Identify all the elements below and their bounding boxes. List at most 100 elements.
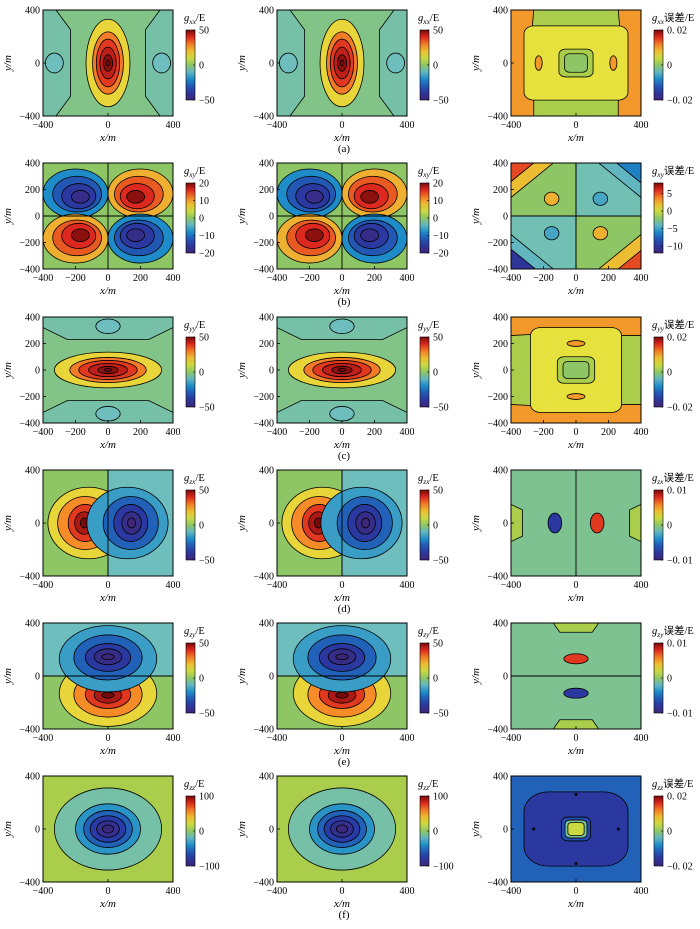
panel-title: gzz/E <box>418 779 438 792</box>
x-tick-label: 400 <box>634 580 649 591</box>
x-tick-label: 0 <box>574 427 579 438</box>
y-tick-label: −200 <box>19 392 40 403</box>
x-tick-label: −200 <box>65 273 86 284</box>
y-tick-label: 0 <box>503 59 508 70</box>
y-tick-label: −400 <box>19 265 40 276</box>
x-tick-label: −400 <box>501 427 522 438</box>
x-tick-label: 400 <box>634 427 649 438</box>
y-axis-label: y/m <box>470 55 482 72</box>
contour-field <box>277 10 407 116</box>
y-axis-label: y/m <box>2 55 14 72</box>
x-axis-label: x/m <box>333 132 350 144</box>
y-tick-label: 0 <box>503 519 508 530</box>
y-axis-label: y/m <box>470 668 482 685</box>
contour-field <box>511 10 641 116</box>
y-axis-label: y/m <box>470 362 482 379</box>
contour-panel-0-2: −400 0 400 400 0 −400 x/m y/m gxx误差/E0. 02 0 −0. 0… <box>470 6 694 145</box>
colorbar-tick-label: −20 <box>199 249 215 260</box>
colorbar-tick-label: 50 <box>199 333 209 344</box>
y-tick-label: −400 <box>19 112 40 123</box>
y-tick-label: 0 <box>35 59 40 70</box>
y-tick-label: −400 <box>253 878 274 889</box>
y-tick-label: −400 <box>253 112 274 123</box>
colorbar-tick-label: −50 <box>433 403 449 414</box>
x-axis-label: x/m <box>333 285 350 297</box>
contour-field <box>277 623 407 729</box>
x-tick-label: −400 <box>33 886 54 897</box>
y-axis-label: y/m <box>236 208 248 225</box>
colorbar-tick-label: 0. 01 <box>667 486 687 497</box>
colorbar-tick-label: −100 <box>199 862 220 873</box>
y-axis-label: y/m <box>470 515 482 532</box>
colorbar-tick-label: −0. 02 <box>667 96 693 107</box>
y-tick-label: 400 <box>493 159 508 170</box>
y-tick-label: 400 <box>493 466 508 477</box>
y-tick-label: 0 <box>503 366 508 377</box>
panel-title: gxy/E <box>184 166 205 179</box>
colorbar-tick-label: 0 <box>433 827 438 838</box>
x-tick-label: −400 <box>267 120 288 131</box>
contour-panel-0-0: −400 0 400 400 0 −400 x/m y/m gxx/E50 0 −50 <box>2 6 215 145</box>
x-axis-label: x/m <box>333 439 350 451</box>
x-tick-label: 0 <box>106 427 111 438</box>
panel-title: gxy/E <box>418 166 439 179</box>
x-axis-label: x/m <box>567 285 584 297</box>
y-tick-label: −400 <box>19 725 40 736</box>
x-tick-label: 400 <box>166 580 181 591</box>
x-tick-label: 400 <box>634 886 649 897</box>
colorbar-tick-label: 0 <box>667 368 672 379</box>
row-caption: (e) <box>338 756 351 768</box>
x-tick-label: 400 <box>634 733 649 744</box>
x-axis-label: x/m <box>99 898 116 910</box>
x-tick-label: 0 <box>574 273 579 284</box>
y-tick-label: 0 <box>503 825 508 836</box>
x-axis-label: x/m <box>567 592 584 604</box>
panel-title: gzx/E <box>184 473 205 486</box>
y-tick-label: 0 <box>269 672 274 683</box>
contour-field <box>277 776 407 882</box>
colorbar-tick-label: −10 <box>433 231 449 242</box>
colorbar-tick-label: 0. 02 <box>667 26 687 37</box>
colorbar-tick-label: −100 <box>433 862 454 873</box>
x-tick-label: −400 <box>33 120 54 131</box>
panel-title: gzz误差/E <box>652 777 693 792</box>
colorbar-tick-label: 10 <box>433 196 443 207</box>
y-tick-label: −400 <box>19 572 40 583</box>
y-tick-label: 0 <box>35 825 40 836</box>
y-tick-label: −400 <box>487 265 508 276</box>
colorbar-tick-label: 0 <box>199 674 204 685</box>
contour-panel-4-2: −400 0 400 400 0 −400 x/m y/m gzy误差/E0. 01 0 −0. 0… <box>470 619 694 758</box>
colorbar <box>653 182 664 254</box>
x-tick-label: −400 <box>33 427 54 438</box>
y-tick-label: 400 <box>493 6 508 17</box>
colorbar-tick-label: −50 <box>433 556 449 567</box>
y-tick-label: −400 <box>487 572 508 583</box>
x-tick-label: −400 <box>267 427 288 438</box>
y-axis-label: y/m <box>470 821 482 838</box>
y-tick-label: 0 <box>35 212 40 223</box>
y-tick-label: −400 <box>487 112 508 123</box>
y-tick-label: 200 <box>25 185 40 196</box>
contour-field <box>277 470 407 576</box>
y-tick-label: −400 <box>253 725 274 736</box>
contour-panel-2-2: −400 −200 0 200 400 400 200 0 −200 −400 x/m y/m gyy误… <box>470 313 694 452</box>
y-tick-label: 0 <box>503 672 508 683</box>
panel-title: gzz/E <box>184 779 204 792</box>
x-tick-label: −400 <box>33 273 54 284</box>
contour-panel-0-1: −400 0 400 400 0 −400 x/m y/m gxx/E50 0 −50 <box>236 6 449 145</box>
x-tick-label: −400 <box>267 580 288 591</box>
colorbar-tick-label: 0. 02 <box>667 333 687 344</box>
y-tick-label: 0 <box>35 672 40 683</box>
y-tick-label: −400 <box>253 265 274 276</box>
panel-title: gzy误差/E <box>652 624 694 639</box>
y-tick-label: 400 <box>259 159 274 170</box>
x-tick-label: 400 <box>400 273 415 284</box>
x-tick-label: 400 <box>400 427 415 438</box>
x-tick-label: 0 <box>574 733 579 744</box>
y-tick-label: 0 <box>269 519 274 530</box>
y-tick-label: 0 <box>503 212 508 223</box>
x-tick-label: 0 <box>340 733 345 744</box>
colorbar-tick-label: 0 <box>433 61 438 72</box>
contour-field <box>43 317 173 423</box>
